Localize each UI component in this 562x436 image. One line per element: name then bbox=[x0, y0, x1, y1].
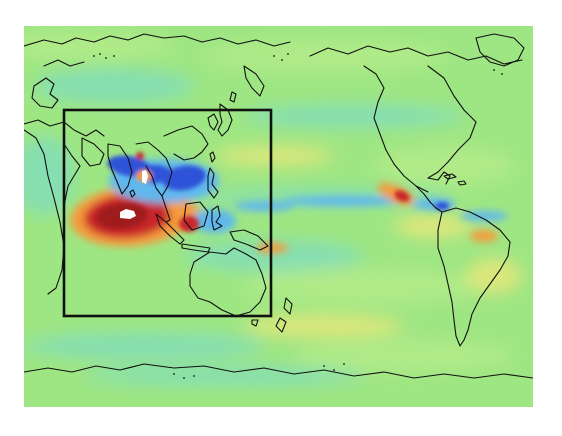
coastline bbox=[24, 129, 65, 295]
coastline bbox=[229, 91, 237, 103]
field-patch bbox=[24, 32, 174, 60]
field-patch bbox=[34, 68, 194, 104]
anomaly-blob bbox=[179, 216, 199, 232]
coastline bbox=[363, 65, 429, 193]
coastline-dot bbox=[273, 55, 275, 57]
coastline bbox=[43, 59, 85, 67]
coastline bbox=[217, 103, 233, 137]
coastline-dot bbox=[323, 365, 325, 367]
coastline bbox=[251, 319, 259, 327]
coastline bbox=[437, 207, 511, 347]
coastline bbox=[457, 180, 467, 186]
coastline-dot bbox=[493, 69, 495, 71]
coastline-dot bbox=[183, 377, 185, 379]
field-patch bbox=[24, 332, 264, 360]
coastline-dot bbox=[113, 55, 115, 57]
coastline-dot bbox=[105, 57, 107, 59]
coastline bbox=[81, 137, 105, 167]
coastline bbox=[475, 33, 525, 67]
coastline bbox=[443, 173, 457, 180]
field-patch bbox=[84, 366, 364, 386]
anomaly-map bbox=[24, 26, 533, 407]
coastline bbox=[189, 247, 267, 317]
coastline bbox=[155, 213, 185, 245]
coastline bbox=[209, 151, 216, 163]
anomaly-blob bbox=[435, 202, 449, 210]
coastline bbox=[207, 113, 219, 131]
coastline bbox=[63, 143, 81, 207]
coastline bbox=[24, 33, 291, 47]
anomaly-blob bbox=[234, 201, 294, 211]
coastline bbox=[427, 65, 477, 179]
coastline bbox=[181, 243, 211, 253]
anomaly-blob bbox=[412, 198, 456, 210]
anomaly-blob bbox=[470, 230, 498, 242]
coastline bbox=[107, 143, 133, 195]
coastline bbox=[309, 45, 523, 65]
field-patch bbox=[294, 340, 514, 372]
coastline-dot bbox=[93, 55, 95, 57]
coastline bbox=[243, 65, 265, 97]
anomaly-blob bbox=[162, 165, 206, 191]
field-patch bbox=[244, 268, 484, 304]
map-panel bbox=[24, 26, 533, 407]
coastlines bbox=[24, 33, 533, 379]
coastline bbox=[161, 195, 171, 223]
coastline bbox=[211, 205, 223, 231]
coastline-dot bbox=[99, 53, 101, 55]
field-patch bbox=[466, 258, 522, 294]
coastline-dot bbox=[333, 369, 335, 371]
field-patch bbox=[244, 314, 404, 338]
anomaly-blob bbox=[136, 152, 144, 160]
coastline bbox=[163, 125, 209, 161]
coastline-dot bbox=[281, 59, 283, 61]
coastline bbox=[415, 185, 443, 213]
saturated-spot bbox=[120, 209, 136, 219]
coastline-dot bbox=[501, 73, 503, 75]
anomaly-blob bbox=[192, 209, 236, 233]
region-box bbox=[62, 108, 273, 318]
coastline bbox=[283, 297, 293, 315]
coastline-dot bbox=[343, 363, 345, 365]
anomaly-blob bbox=[284, 196, 404, 206]
anomaly-layer bbox=[70, 152, 508, 253]
anomaly-blob bbox=[394, 190, 410, 202]
field-patch bbox=[214, 146, 334, 166]
coastline bbox=[129, 189, 136, 198]
coastline bbox=[275, 317, 287, 333]
coastline bbox=[24, 363, 533, 379]
saturated-spot bbox=[142, 170, 148, 184]
coastline bbox=[183, 201, 209, 231]
field-patch bbox=[204, 40, 444, 72]
field-patch bbox=[24, 136, 74, 216]
coastline bbox=[207, 167, 219, 199]
field-patch bbox=[244, 104, 464, 128]
coastline bbox=[229, 229, 269, 251]
coastline-dot bbox=[193, 375, 195, 377]
coastline bbox=[24, 119, 105, 137]
coastline-dot bbox=[287, 53, 289, 55]
field-patch bbox=[184, 240, 364, 272]
coastline bbox=[135, 141, 173, 197]
coastline bbox=[31, 77, 59, 109]
field-patch bbox=[394, 214, 474, 238]
coastline-dot bbox=[173, 373, 175, 375]
